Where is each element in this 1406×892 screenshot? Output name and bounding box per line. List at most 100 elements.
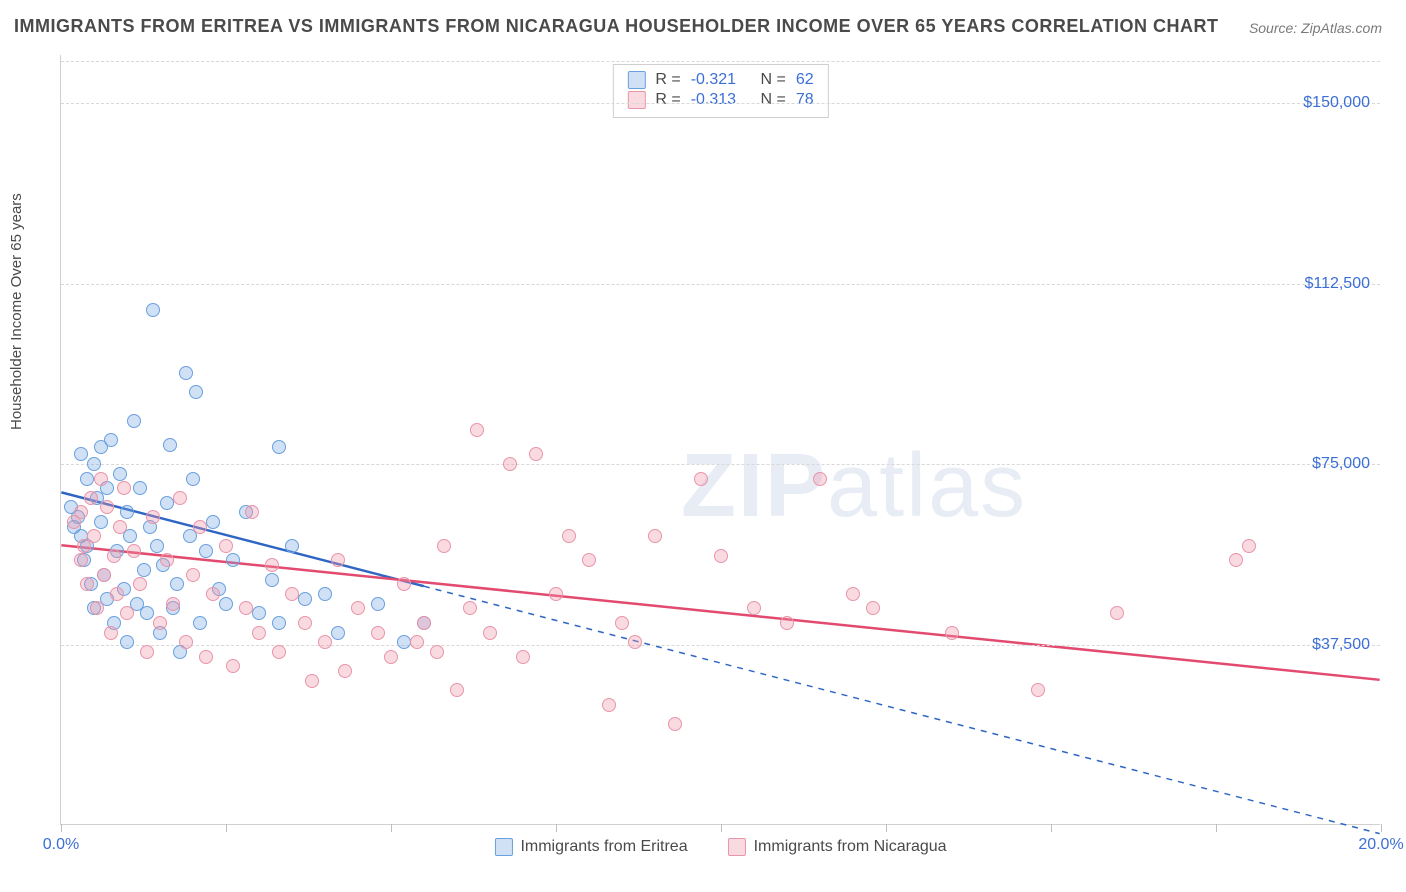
source-attribution: Source: ZipAtlas.com [1249, 20, 1382, 36]
scatter-point [179, 366, 193, 380]
scatter-point [450, 683, 464, 697]
watermark: ZIPatlas [681, 435, 1027, 538]
scatter-point [602, 698, 616, 712]
scatter-point [371, 597, 385, 611]
scatter-point [694, 472, 708, 486]
scatter-point [529, 447, 543, 461]
y-tick-label: $112,500 [1304, 275, 1370, 293]
scatter-point [107, 549, 121, 563]
legend-label: Immigrants from Nicaragua [754, 838, 947, 856]
scatter-point [470, 423, 484, 437]
scatter-point [1110, 606, 1124, 620]
scatter-point [94, 472, 108, 486]
scatter-point [140, 606, 154, 620]
scatter-point [74, 447, 88, 461]
scatter-point [87, 457, 101, 471]
scatter-point [110, 587, 124, 601]
scatter-point [104, 626, 118, 640]
scatter-point [410, 635, 424, 649]
scatter-point [668, 717, 682, 731]
scatter-point [163, 438, 177, 452]
scatter-point [117, 481, 131, 495]
scatter-point [189, 385, 203, 399]
gridline [61, 284, 1380, 285]
r-label: R = [655, 91, 680, 109]
scatter-point [170, 577, 184, 591]
scatter-point [150, 539, 164, 553]
scatter-point [417, 616, 431, 630]
scatter-point [74, 505, 88, 519]
x-tick [886, 824, 887, 832]
scatter-point [179, 635, 193, 649]
scatter-point [463, 601, 477, 615]
scatter-point [87, 529, 101, 543]
scatter-point [80, 577, 94, 591]
scatter-point [866, 601, 880, 615]
legend-row-eritrea: R = -0.321 N = 62 [627, 71, 813, 89]
scatter-point [1242, 539, 1256, 553]
scatter-point [714, 549, 728, 563]
scatter-point [219, 539, 233, 553]
y-tick-label: $75,000 [1312, 455, 1370, 473]
scatter-point [245, 505, 259, 519]
x-tick-label: 0.0% [43, 836, 79, 854]
scatter-point [97, 568, 111, 582]
scatter-point [371, 626, 385, 640]
scatter-point [562, 529, 576, 543]
scatter-point [483, 626, 497, 640]
scatter-point [113, 520, 127, 534]
series-legend: Immigrants from Eritrea Immigrants from … [494, 838, 946, 856]
scatter-point [265, 558, 279, 572]
scatter-point [74, 553, 88, 567]
scatter-point [351, 601, 365, 615]
legend-row-nicaragua: R = -0.313 N = 78 [627, 91, 813, 109]
scatter-point [272, 440, 286, 454]
scatter-point [298, 616, 312, 630]
scatter-point [219, 597, 233, 611]
x-tick [721, 824, 722, 832]
x-tick [1051, 824, 1052, 832]
legend-label: Immigrants from Eritrea [520, 838, 687, 856]
scatter-point [153, 616, 167, 630]
scatter-point [648, 529, 662, 543]
gridline [61, 464, 1380, 465]
y-tick-label: $37,500 [1312, 636, 1370, 654]
scatter-point [127, 414, 141, 428]
plot-area: ZIPatlas R = -0.321 N = 62 R = -0.313 N … [60, 55, 1380, 825]
scatter-point [331, 626, 345, 640]
scatter-point [133, 481, 147, 495]
scatter-point [206, 515, 220, 529]
scatter-point [94, 515, 108, 529]
scatter-point [186, 472, 200, 486]
scatter-point [206, 587, 220, 601]
gridline [61, 645, 1380, 646]
swatch-nicaragua [627, 91, 645, 109]
scatter-point [193, 616, 207, 630]
scatter-point [120, 635, 134, 649]
correlation-legend: R = -0.321 N = 62 R = -0.313 N = 78 [612, 64, 828, 118]
scatter-point [265, 573, 279, 587]
scatter-point [1229, 553, 1243, 567]
scatter-point [1031, 683, 1045, 697]
scatter-point [226, 659, 240, 673]
scatter-point [384, 650, 398, 664]
gridline [61, 103, 1380, 104]
scatter-point [80, 472, 94, 486]
scatter-point [318, 587, 332, 601]
scatter-point [549, 587, 563, 601]
scatter-point [397, 577, 411, 591]
scatter-point [90, 601, 104, 615]
scatter-point [397, 635, 411, 649]
swatch-eritrea [627, 71, 645, 89]
scatter-point [846, 587, 860, 601]
chart-title: IMMIGRANTS FROM ERITREA VS IMMIGRANTS FR… [14, 16, 1219, 37]
scatter-point [747, 601, 761, 615]
scatter-point [628, 635, 642, 649]
scatter-point [113, 467, 127, 481]
x-tick [1216, 824, 1217, 832]
n-label: N = [761, 71, 786, 89]
r-value: -0.313 [691, 91, 736, 109]
scatter-point [146, 510, 160, 524]
legend-item-eritrea: Immigrants from Eritrea [494, 838, 687, 856]
scatter-point [127, 544, 141, 558]
